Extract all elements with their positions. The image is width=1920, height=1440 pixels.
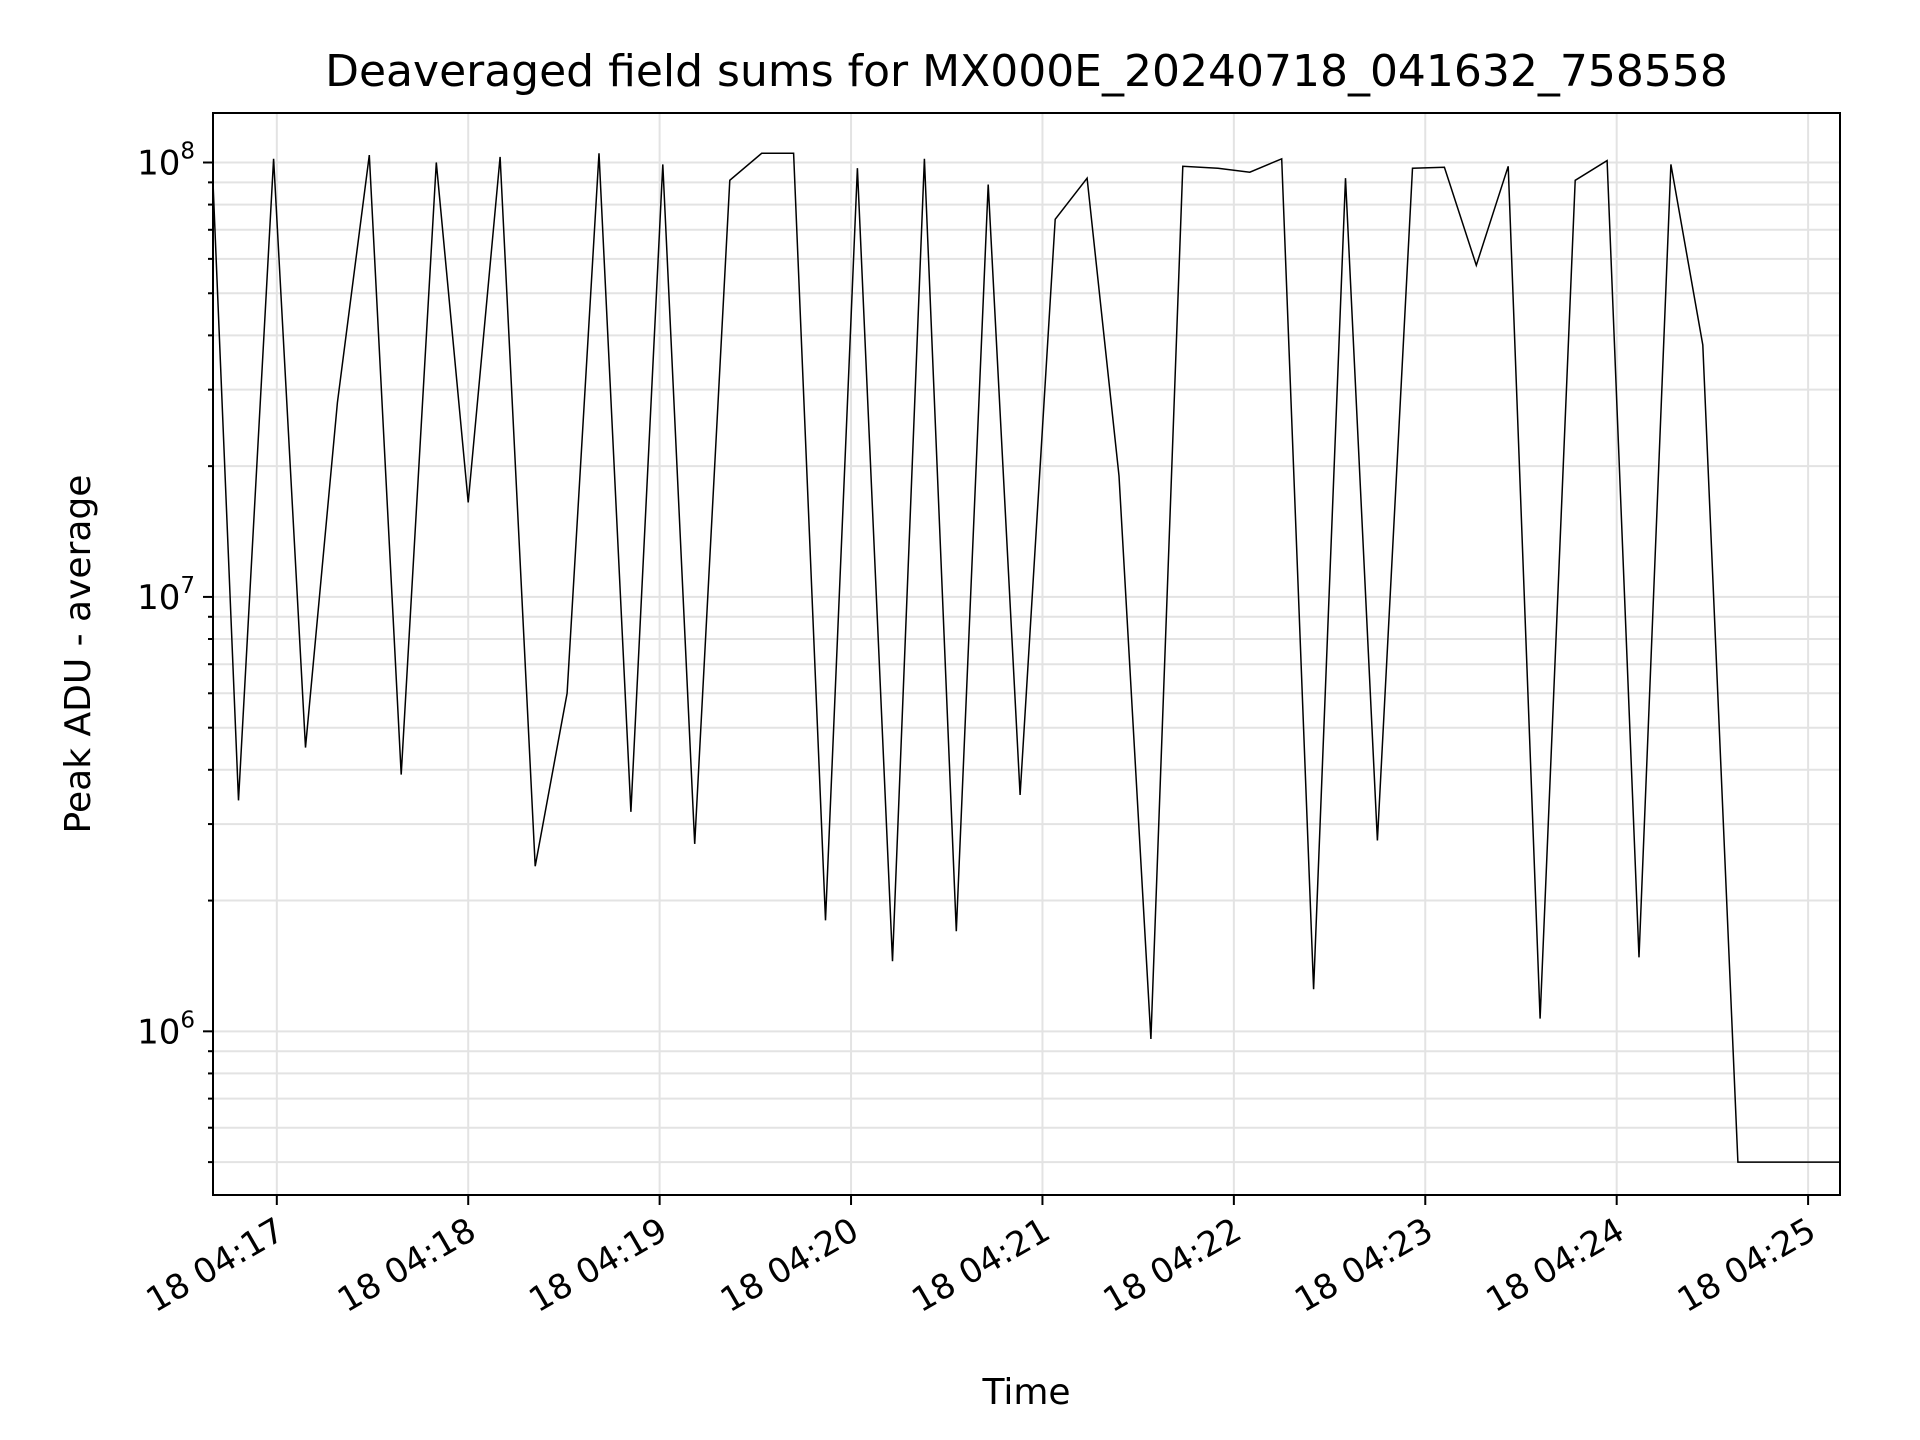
y-tick-label: 107 <box>137 573 195 618</box>
x-tick-label: 18 04:24 <box>1479 1210 1631 1321</box>
x-axis-label: Time <box>981 1372 1070 1413</box>
series-line <box>212 152 1840 1163</box>
x-tick-label: 18 04:21 <box>905 1210 1057 1321</box>
series-layer <box>212 152 1841 1163</box>
x-tick-label: 18 04:22 <box>1097 1210 1249 1321</box>
x-tick-label: 18 04:25 <box>1671 1210 1823 1321</box>
x-tick-label: 18 04:19 <box>522 1210 674 1321</box>
x-tick-label: 18 04:17 <box>140 1210 292 1321</box>
grid-lines <box>213 113 1840 1195</box>
y-tick-label: 106 <box>137 1007 195 1052</box>
x-tick-label: 18 04:20 <box>714 1210 866 1321</box>
plot-frame <box>212 112 1841 1196</box>
x-tick-label: 18 04:18 <box>331 1210 483 1321</box>
chart-title: Deaveraged field sums for MX000E_2024071… <box>325 46 1728 97</box>
y-axis-label: Peak ADU - average <box>58 475 99 834</box>
y-tick-label: 108 <box>137 138 195 183</box>
x-tick-label: 18 04:23 <box>1288 1210 1440 1321</box>
